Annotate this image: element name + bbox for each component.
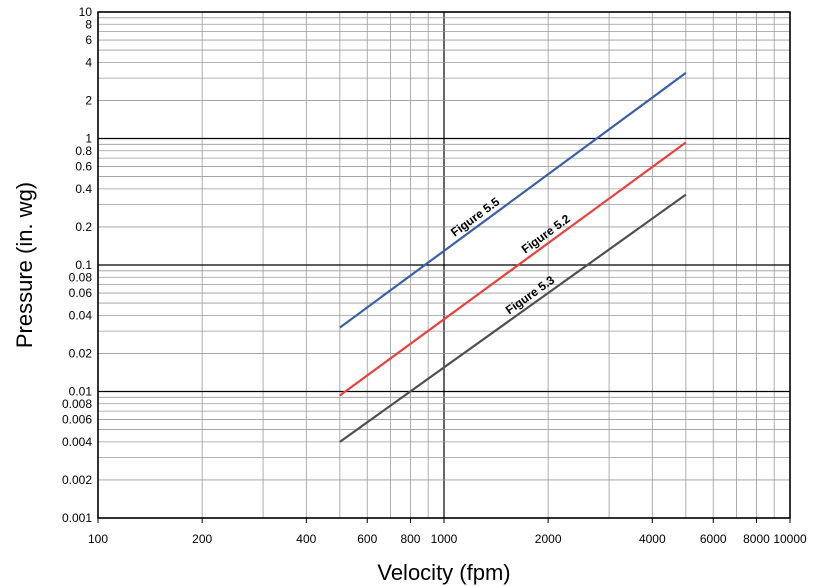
y-tick-label: 0.001 bbox=[62, 511, 92, 525]
y-tick-label: 0.01 bbox=[69, 385, 93, 399]
series-line bbox=[339, 193, 687, 443]
x-tick-label: 6000 bbox=[700, 532, 727, 546]
y-tick-label: 0.1 bbox=[75, 258, 92, 272]
series-annotation: Figure 5.5 bbox=[448, 194, 502, 239]
x-tick-label: 1000 bbox=[431, 532, 458, 546]
series-lines bbox=[339, 72, 687, 443]
x-tick-label: 8000 bbox=[743, 532, 770, 546]
y-tick-label: 2 bbox=[85, 93, 92, 107]
y-tick-label: 0.04 bbox=[69, 308, 93, 322]
x-tick-label: 800 bbox=[400, 532, 420, 546]
y-tick-label: 0.002 bbox=[62, 473, 92, 487]
y-tick-label: 4 bbox=[85, 55, 92, 69]
x-tick-label: 400 bbox=[296, 532, 316, 546]
y-tick-label: 0.06 bbox=[69, 286, 93, 300]
x-tick-labels: 100 200 400 600 800 1000 2000 4000 6000 8000 10000 bbox=[88, 518, 807, 546]
y-tick-label: 0.8 bbox=[75, 144, 92, 158]
series-line bbox=[339, 141, 687, 397]
y-tick-label: 0.2 bbox=[75, 220, 92, 234]
y-tick-label: 6 bbox=[85, 33, 92, 47]
x-tick-label: 2000 bbox=[535, 532, 562, 546]
y-tick-label: 0.02 bbox=[69, 346, 93, 360]
y-tick-label: 0.004 bbox=[62, 435, 92, 449]
y-tick-label: 8 bbox=[85, 17, 92, 31]
y-axis-label: Pressure (in. wg) bbox=[12, 182, 37, 348]
y-tick-label: 0.008 bbox=[62, 397, 92, 411]
y-tick-label: 0.6 bbox=[75, 160, 92, 174]
y-tick-label: 1 bbox=[85, 132, 92, 146]
y-tick-label: 10 bbox=[79, 5, 93, 19]
series-annotation: Figure 5.3 bbox=[503, 273, 558, 318]
y-tick-label: 0.006 bbox=[62, 413, 92, 427]
x-tick-label: 600 bbox=[357, 532, 377, 546]
grid bbox=[97, 11, 791, 519]
series-line bbox=[339, 72, 687, 329]
series-annotation: Figure 5.2 bbox=[519, 211, 573, 256]
series-annotations: Figure 5.5 Figure 5.2 Figure 5.3 bbox=[448, 194, 573, 317]
x-tick-label: 4000 bbox=[639, 532, 666, 546]
x-axis-label: Velocity (fpm) bbox=[377, 560, 510, 585]
y-tick-label: 0.4 bbox=[75, 182, 92, 196]
x-tick-label: 200 bbox=[192, 532, 212, 546]
x-tick-label: 100 bbox=[88, 532, 108, 546]
y-tick-label: 0.08 bbox=[69, 270, 93, 284]
x-tick-label: 10000 bbox=[773, 532, 807, 546]
